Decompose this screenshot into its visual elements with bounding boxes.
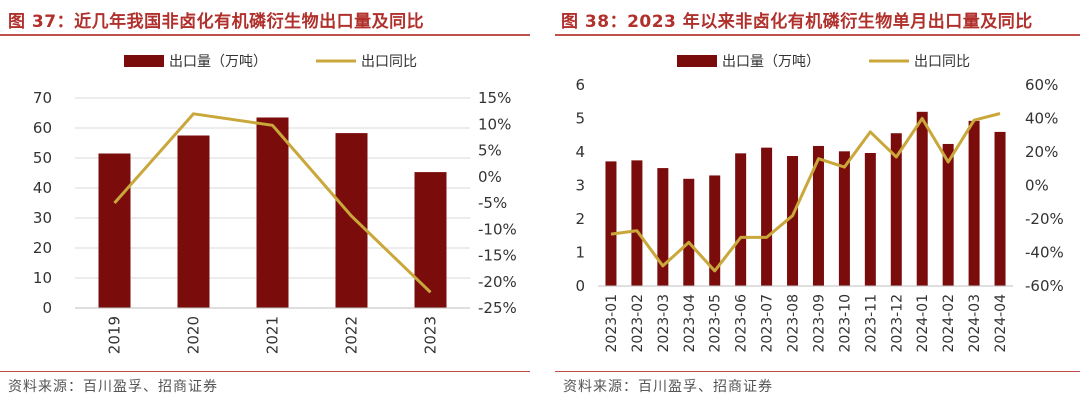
chart-38: 0 1 2 3 4 5 6 -60% -40% -20% 0% 20% 40% 60% 2023-01 202… — [575, 54, 1064, 353]
y-right-tick-label: -60% — [1025, 277, 1064, 295]
x-tick-label: 2024-04 — [993, 294, 1009, 353]
bar — [942, 143, 954, 286]
x-tick-label: 2023-12 — [889, 294, 905, 353]
figure-title: 图 37：近几年我国非卤化有机磷衍生物出口量及同比 — [8, 12, 425, 32]
y-left-tick-label: 50 — [33, 149, 52, 167]
y-left-tick-label: 30 — [33, 209, 52, 227]
yoy-line — [610, 112, 1001, 273]
bar — [414, 172, 447, 308]
x-tick-label: 2023-09 — [811, 294, 827, 353]
y-right-tick-label: -25% — [478, 299, 517, 317]
x-tick-label: 2023-01 — [604, 294, 620, 353]
y-right-tick-label: -40% — [1025, 244, 1064, 262]
y-left-tick-label: 4 — [575, 143, 585, 161]
x-tick-label: 2023 — [422, 316, 440, 354]
bar — [657, 168, 669, 286]
bar — [994, 131, 1006, 286]
bar — [864, 153, 876, 286]
y-left-tick-label: 5 — [575, 110, 585, 128]
x-tick-label: 2021 — [264, 316, 282, 354]
y-left-tick-label: 0 — [575, 277, 585, 295]
x-tick-label: 2022 — [343, 316, 361, 354]
x-tick-label: 2023-04 — [682, 294, 698, 353]
x-tick-label: 2019 — [106, 316, 124, 354]
source-divider — [0, 371, 530, 372]
bar — [812, 145, 824, 286]
legend-bar-swatch — [677, 55, 717, 67]
y-right-tick-label: 0% — [1025, 177, 1049, 195]
title-divider — [0, 34, 530, 36]
source-divider — [555, 371, 1080, 372]
x-tick-label: 2023-03 — [656, 294, 672, 353]
yoy-line — [113, 112, 432, 294]
y-right-tick-label: -20% — [1025, 210, 1064, 228]
chart-37: 0 10 20 30 40 50 60 70 -25% -20% -15% -10% -5% 0% 5% 10… — [33, 54, 517, 354]
legend-bar-swatch — [124, 55, 164, 67]
y-left-tick-label: 70 — [33, 89, 52, 107]
y-right-tick-label: 20% — [1025, 143, 1058, 161]
x-tick-label: 2023-08 — [786, 294, 802, 353]
chart-panel-2: 图 38：2023 年以来非卤化有机磷衍生物单月出口量及同比 0 1 2 3 4 5 6 -6… — [555, 0, 1080, 402]
legend-line-label: 出口同比 — [361, 54, 417, 70]
bar — [761, 147, 773, 286]
y-left-tick-label: 6 — [575, 76, 585, 94]
y-left-tick-label: 0 — [42, 299, 52, 317]
title-divider — [555, 34, 1080, 36]
y-right-tick-label: 15% — [478, 89, 511, 107]
source-note: 资料来源：百川盈孚、招商证券 — [8, 379, 218, 395]
bar — [683, 178, 695, 286]
y-left-tick-label: 20 — [33, 239, 52, 257]
y-left-tick-label: 60 — [33, 119, 52, 137]
x-tick-label: 2024-01 — [915, 294, 931, 353]
y-right-tick-label: -10% — [478, 220, 517, 238]
bar — [631, 160, 643, 286]
y-left-tick-label: 2 — [575, 210, 585, 228]
bar — [838, 151, 850, 286]
x-tick-label: 2023-11 — [863, 294, 879, 353]
figure-title: 图 38：2023 年以来非卤化有机磷衍生物单月出口量及同比 — [561, 12, 1033, 32]
y-right-tick-label: -20% — [478, 273, 517, 291]
y-left-tick-label: 40 — [33, 179, 52, 197]
bar — [787, 156, 799, 286]
x-tick-label: 2023-02 — [630, 294, 646, 353]
bar — [968, 120, 980, 286]
y-right-tick-label: 10% — [478, 115, 511, 133]
x-tick-label: 2023-07 — [760, 294, 776, 353]
y-right-tick-label: 5% — [478, 142, 502, 160]
y-right-tick-label: -5% — [478, 194, 507, 212]
y-left-tick-label: 10 — [33, 269, 52, 287]
bar — [709, 175, 721, 286]
legend-bar-label: 出口量（万吨） — [722, 54, 820, 70]
bar — [256, 117, 289, 308]
x-tick-label: 2024-02 — [941, 294, 957, 353]
chart-panel-1: 图 37：近几年我国非卤化有机磷衍生物出口量及同比 0 10 20 30 40 50 60 7… — [0, 0, 530, 402]
legend-line-label: 出口同比 — [914, 54, 970, 70]
legend-bar-label: 出口量（万吨） — [169, 54, 267, 70]
x-tick-label: 2024-03 — [967, 294, 983, 353]
bar — [335, 133, 368, 308]
bar — [916, 111, 928, 286]
bar — [98, 153, 131, 308]
y-left-tick-label: 3 — [575, 177, 585, 195]
y-right-tick-label: 0% — [478, 168, 502, 186]
x-tick-label: 2023-05 — [708, 294, 724, 353]
bar — [735, 153, 747, 286]
source-note: 资料来源：百川盈孚、招商证券 — [563, 379, 773, 395]
y-right-tick-label: 40% — [1025, 110, 1058, 128]
bar — [605, 161, 617, 286]
y-right-tick-label: 60% — [1025, 76, 1058, 94]
x-tick-label: 2023-06 — [734, 294, 750, 353]
y-right-tick-label: -15% — [478, 247, 517, 265]
x-tick-label: 2023-10 — [837, 294, 853, 353]
x-tick-label: 2020 — [185, 316, 203, 354]
y-left-tick-label: 1 — [575, 244, 585, 262]
bar — [177, 135, 210, 308]
bar — [890, 133, 902, 286]
